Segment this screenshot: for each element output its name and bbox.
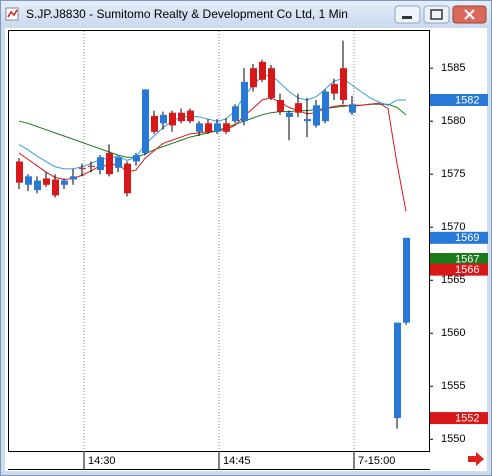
candle-body bbox=[394, 322, 401, 419]
candle-body bbox=[97, 157, 104, 170]
candle-body bbox=[142, 89, 149, 153]
candle-body bbox=[304, 119, 311, 122]
candle-body bbox=[349, 104, 356, 113]
x-tick-label: 14:30 bbox=[88, 455, 116, 467]
window-icon bbox=[5, 7, 19, 21]
candle-body bbox=[151, 115, 158, 132]
candle-body bbox=[52, 179, 59, 196]
candle-body bbox=[124, 163, 131, 194]
y-tick-label: 1570 bbox=[441, 221, 465, 233]
minimize-button[interactable] bbox=[394, 5, 421, 24]
candle-body bbox=[16, 161, 23, 183]
candle-body bbox=[133, 155, 140, 162]
candle-body bbox=[187, 110, 194, 122]
maximize-button[interactable] bbox=[423, 5, 450, 24]
candle-body bbox=[34, 180, 41, 191]
candle-body bbox=[43, 178, 50, 185]
candle-body bbox=[403, 237, 410, 323]
candle-body bbox=[106, 152, 113, 175]
price-marker-label: 1566 bbox=[455, 264, 479, 276]
y-tick-label: 1580 bbox=[441, 115, 465, 127]
x-tick-label: 7-15:00 bbox=[358, 455, 395, 467]
candle-body bbox=[241, 81, 248, 122]
candle-body bbox=[70, 176, 77, 180]
y-tick-label: 1565 bbox=[441, 274, 465, 286]
candle-body bbox=[205, 123, 212, 132]
candle-body bbox=[61, 180, 68, 185]
x-tick-label: 14:45 bbox=[223, 455, 251, 467]
price-marker bbox=[430, 412, 488, 425]
candle-body bbox=[115, 157, 122, 168]
y-tick-label: 1585 bbox=[441, 62, 465, 74]
candle-body bbox=[313, 105, 320, 126]
candle-body bbox=[214, 123, 221, 132]
candle-body bbox=[268, 68, 275, 98]
price-marker-label: 1569 bbox=[455, 232, 479, 244]
candle-body bbox=[88, 165, 95, 167]
window-title: S.JP.J8830 - Sumitomo Realty & Developme… bbox=[26, 7, 348, 21]
moving-average-line bbox=[18, 97, 407, 212]
price-marker bbox=[430, 253, 488, 266]
moving-average-line bbox=[18, 103, 407, 158]
price-marker bbox=[430, 263, 488, 276]
candle-body bbox=[331, 84, 338, 94]
scroll-arrow[interactable] bbox=[468, 452, 484, 466]
candle-body bbox=[250, 68, 257, 88]
candle-body bbox=[196, 123, 203, 132]
price-marker-label: 1552 bbox=[455, 412, 479, 424]
candle-body bbox=[295, 103, 302, 113]
y-tick-label: 1550 bbox=[441, 433, 465, 445]
candle-body bbox=[169, 112, 176, 126]
price-marker-label: 1582 bbox=[455, 94, 479, 106]
close-button[interactable] bbox=[452, 5, 487, 24]
candle-body bbox=[178, 112, 185, 122]
candle-body bbox=[286, 112, 293, 117]
candle-body bbox=[277, 99, 284, 112]
candle-body bbox=[340, 68, 347, 100]
price-marker bbox=[430, 231, 488, 244]
candle-body bbox=[160, 114, 167, 124]
candle-body bbox=[25, 176, 32, 185]
candle-body bbox=[79, 167, 86, 169]
y-tick-label: 1575 bbox=[441, 168, 465, 180]
candle-body bbox=[232, 106, 239, 122]
price-marker-label: 1567 bbox=[455, 253, 479, 265]
candle-body bbox=[223, 123, 230, 132]
candle-body bbox=[322, 91, 329, 122]
price-marker bbox=[430, 93, 488, 106]
y-tick-label: 1560 bbox=[441, 327, 465, 339]
candle-body bbox=[259, 61, 266, 80]
y-tick-label: 1555 bbox=[441, 380, 465, 392]
